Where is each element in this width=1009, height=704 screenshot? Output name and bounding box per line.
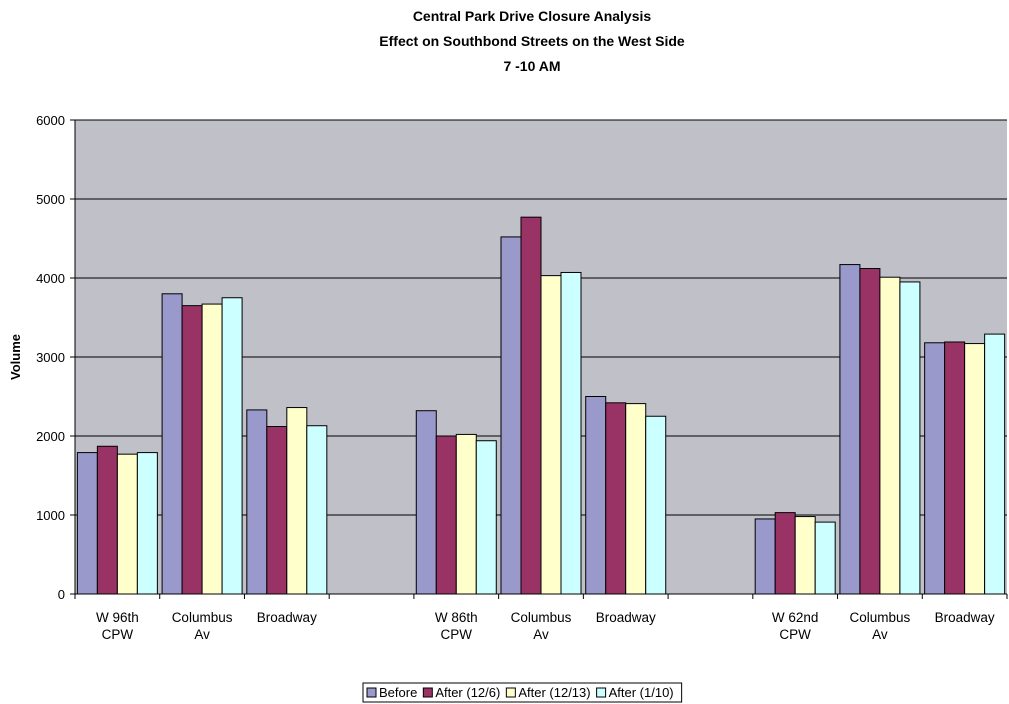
bar <box>944 341 966 595</box>
bar <box>605 402 627 595</box>
bar <box>859 268 881 595</box>
legend-label: Before <box>379 685 417 700</box>
bar <box>774 512 796 595</box>
bar <box>96 445 118 595</box>
x-tick-label: Av <box>194 627 210 642</box>
bar <box>246 409 268 595</box>
x-tick-label: W 96th <box>96 610 139 625</box>
x-tick-label: CPW <box>102 627 134 642</box>
bar <box>839 264 861 595</box>
chart-title-line-1: Central Park Drive Closure Analysis <box>413 8 652 24</box>
legend-swatch <box>422 687 433 698</box>
bar <box>116 453 138 595</box>
legend-label: After (12/13) <box>518 685 590 700</box>
bar <box>435 435 457 595</box>
bar <box>964 343 986 595</box>
x-axis-labels: W 96th CPW Columbus Av Broadway W 86th CPW Colu… <box>96 610 995 642</box>
bar <box>136 452 158 595</box>
bar <box>899 281 921 595</box>
bar <box>794 516 816 595</box>
x-tick-label: CPW <box>779 627 811 642</box>
bar <box>306 425 328 595</box>
y-tick-label: 2000 <box>36 429 65 444</box>
bar <box>201 303 223 595</box>
legend-swatch <box>505 687 516 698</box>
bar <box>814 521 836 595</box>
bar <box>520 216 542 595</box>
bar <box>879 276 901 595</box>
bar <box>286 407 308 595</box>
bar <box>221 297 243 595</box>
bar <box>415 410 437 595</box>
bar <box>645 415 667 595</box>
y-tick-label: 5000 <box>36 192 65 207</box>
legend-swatch <box>596 687 607 698</box>
y-axis-ticks: 0 1000 2000 3000 4000 5000 6000 <box>36 113 75 602</box>
bar <box>161 293 183 595</box>
x-tick-label: Columbus <box>172 610 233 625</box>
bar <box>560 271 582 595</box>
y-tick-label: 0 <box>58 587 65 602</box>
legend-label: After (1/10) <box>609 685 674 700</box>
x-tick-label: Broadway <box>257 610 317 625</box>
bar <box>181 305 203 595</box>
y-tick-label: 1000 <box>36 508 65 523</box>
legend: Before After (12/6) After (12/13) After (1/… <box>362 682 683 703</box>
x-tick-label: Columbus <box>850 610 911 625</box>
y-axis-label: Volume <box>8 334 23 380</box>
bar <box>924 342 946 595</box>
bar <box>455 433 477 595</box>
x-tick-label: Av <box>872 627 888 642</box>
bar <box>754 518 776 595</box>
x-tick-label: W 86th <box>435 610 478 625</box>
bars <box>76 216 1006 595</box>
y-tick-label: 6000 <box>36 113 65 128</box>
bar <box>585 396 607 595</box>
bar <box>76 452 98 595</box>
chart-title-line-3: 7 -10 AM <box>503 58 560 74</box>
chart-title: Central Park Drive Closure Analysis Effe… <box>379 8 685 74</box>
x-tick-label: Av <box>533 627 549 642</box>
x-tick-label: CPW <box>441 627 473 642</box>
bar <box>475 440 497 595</box>
y-tick-label: 4000 <box>36 271 65 286</box>
bar <box>540 275 562 595</box>
legend-swatch <box>366 687 377 698</box>
bar <box>625 403 647 595</box>
x-tick-label: Broadway <box>935 610 995 625</box>
x-tick-label: W 62nd <box>772 610 819 625</box>
x-tick-label: Broadway <box>596 610 656 625</box>
legend-label: After (12/6) <box>435 685 500 700</box>
bar <box>266 426 288 595</box>
chart-title-line-2: Effect on Southbond Streets on the West … <box>379 33 685 49</box>
bar <box>500 236 522 595</box>
y-tick-label: 3000 <box>36 350 65 365</box>
bar <box>984 333 1006 595</box>
x-tick-label: Columbus <box>511 610 572 625</box>
